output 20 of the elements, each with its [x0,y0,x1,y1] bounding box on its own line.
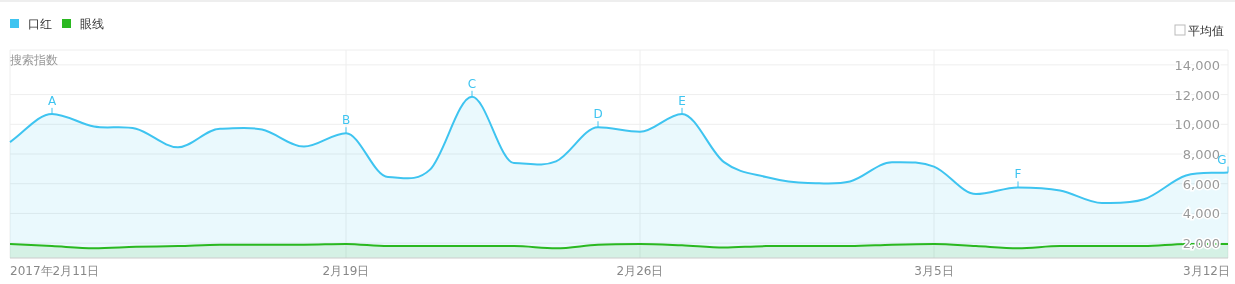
legend-label: 口红 [28,17,52,31]
y-tick-label: 10,000 [1174,117,1220,133]
x-tick-label: 2月19日 [322,264,370,278]
x-tick-label: 2017年2月11日 [10,264,100,278]
legend-label: 眼线 [80,17,104,31]
x-tick-label: 3月5日 [914,264,954,278]
annotation: A [47,93,57,108]
y-tick-label: 14,000 [1174,57,1220,73]
annotation: D [593,107,603,122]
annotation: E [678,93,686,108]
y-tick-label: 6,000 [1182,176,1220,192]
y-tick-label: 4,000 [1182,206,1220,222]
text: 平均值 [1188,24,1224,38]
y-tick-label: 12,000 [1174,87,1220,103]
x-tick-label: 3月12日 [1183,264,1230,278]
annotation: F [1014,167,1022,182]
x-tick-label: 2月26日 [616,264,664,278]
annotation: B [341,113,351,128]
y-axis-title: 搜索指数 [10,53,58,67]
annotation: C [467,76,477,91]
